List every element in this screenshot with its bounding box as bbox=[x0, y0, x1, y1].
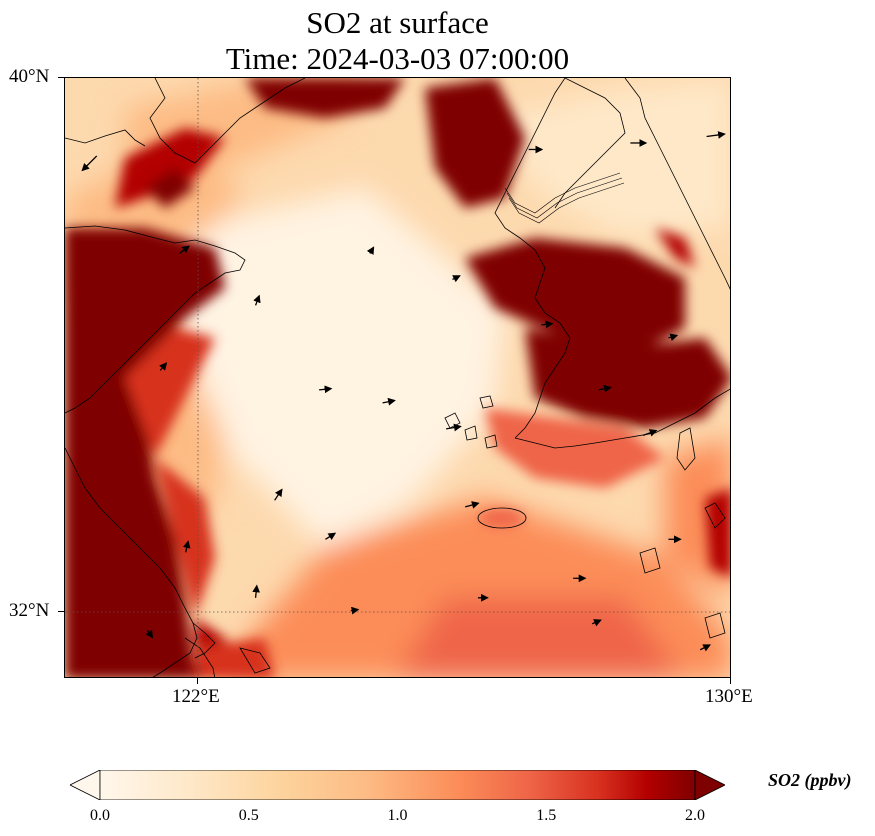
colorbar-extend-high bbox=[694, 769, 726, 801]
wind-arrow bbox=[446, 423, 462, 432]
lat-label-40n: 40°N bbox=[9, 66, 50, 87]
colorbar bbox=[69, 769, 726, 801]
wind-arrow bbox=[178, 245, 190, 254]
lat-tick-32n bbox=[58, 611, 64, 612]
colorbar-tick-label: 1.0 bbox=[387, 807, 408, 824]
wind-arrow bbox=[452, 275, 461, 283]
colorbar-tick-label: 0.0 bbox=[90, 807, 110, 824]
colorbar-tick-label: 1.5 bbox=[536, 807, 557, 824]
wind-arrow bbox=[325, 532, 337, 541]
lat-tick-40n bbox=[58, 77, 64, 78]
colorbar-gradient bbox=[99, 769, 696, 801]
map-title: SO2 at surface bbox=[306, 5, 489, 40]
wind-arrow bbox=[274, 488, 283, 501]
wind-arrow bbox=[81, 155, 98, 172]
lon-tick-130e bbox=[730, 678, 731, 684]
map-canvas bbox=[65, 78, 730, 677]
wind-arrow bbox=[541, 320, 554, 329]
wind-arrow bbox=[182, 540, 191, 553]
wind-arrow bbox=[668, 333, 679, 342]
wind-arrow bbox=[465, 501, 480, 509]
lon-label-130e: 130°E bbox=[705, 686, 753, 707]
colorbar-tick-label: 0.5 bbox=[238, 807, 259, 824]
wind-arrow bbox=[642, 429, 658, 437]
wind-arrow bbox=[159, 362, 168, 371]
wind-arrow bbox=[145, 629, 154, 639]
wind-arrow bbox=[699, 644, 712, 652]
so2-field-hotspots bbox=[65, 78, 730, 677]
wind-arrow bbox=[252, 584, 261, 598]
wind-arrow bbox=[319, 385, 333, 394]
wind-arrow bbox=[598, 384, 612, 393]
lon-tick-122e bbox=[197, 678, 198, 684]
coastlines bbox=[65, 78, 730, 677]
colorbar-label: SO2 (ppbv) bbox=[768, 770, 852, 790]
map-time-subtitle: Time: 2024-03-03 07:00:00 bbox=[225, 41, 570, 76]
colorbar-tick-label: 2.0 bbox=[685, 807, 705, 824]
lon-label-122e: 122°E bbox=[172, 686, 220, 707]
graticule bbox=[65, 78, 730, 677]
wind-arrow bbox=[706, 131, 726, 139]
wind-arrow bbox=[382, 397, 396, 406]
wind-arrow bbox=[591, 619, 602, 627]
coast-detail bbox=[504, 172, 625, 224]
wind-arrow bbox=[350, 606, 360, 615]
wind-arrow bbox=[253, 294, 261, 306]
colorbar-svg bbox=[69, 769, 726, 801]
lat-label-32n: 32°N bbox=[9, 600, 50, 621]
wind-vector-layer bbox=[81, 131, 726, 652]
wind-arrow bbox=[366, 246, 375, 256]
map-panel[interactable] bbox=[64, 77, 731, 678]
colorbar-extend-low bbox=[69, 769, 101, 801]
